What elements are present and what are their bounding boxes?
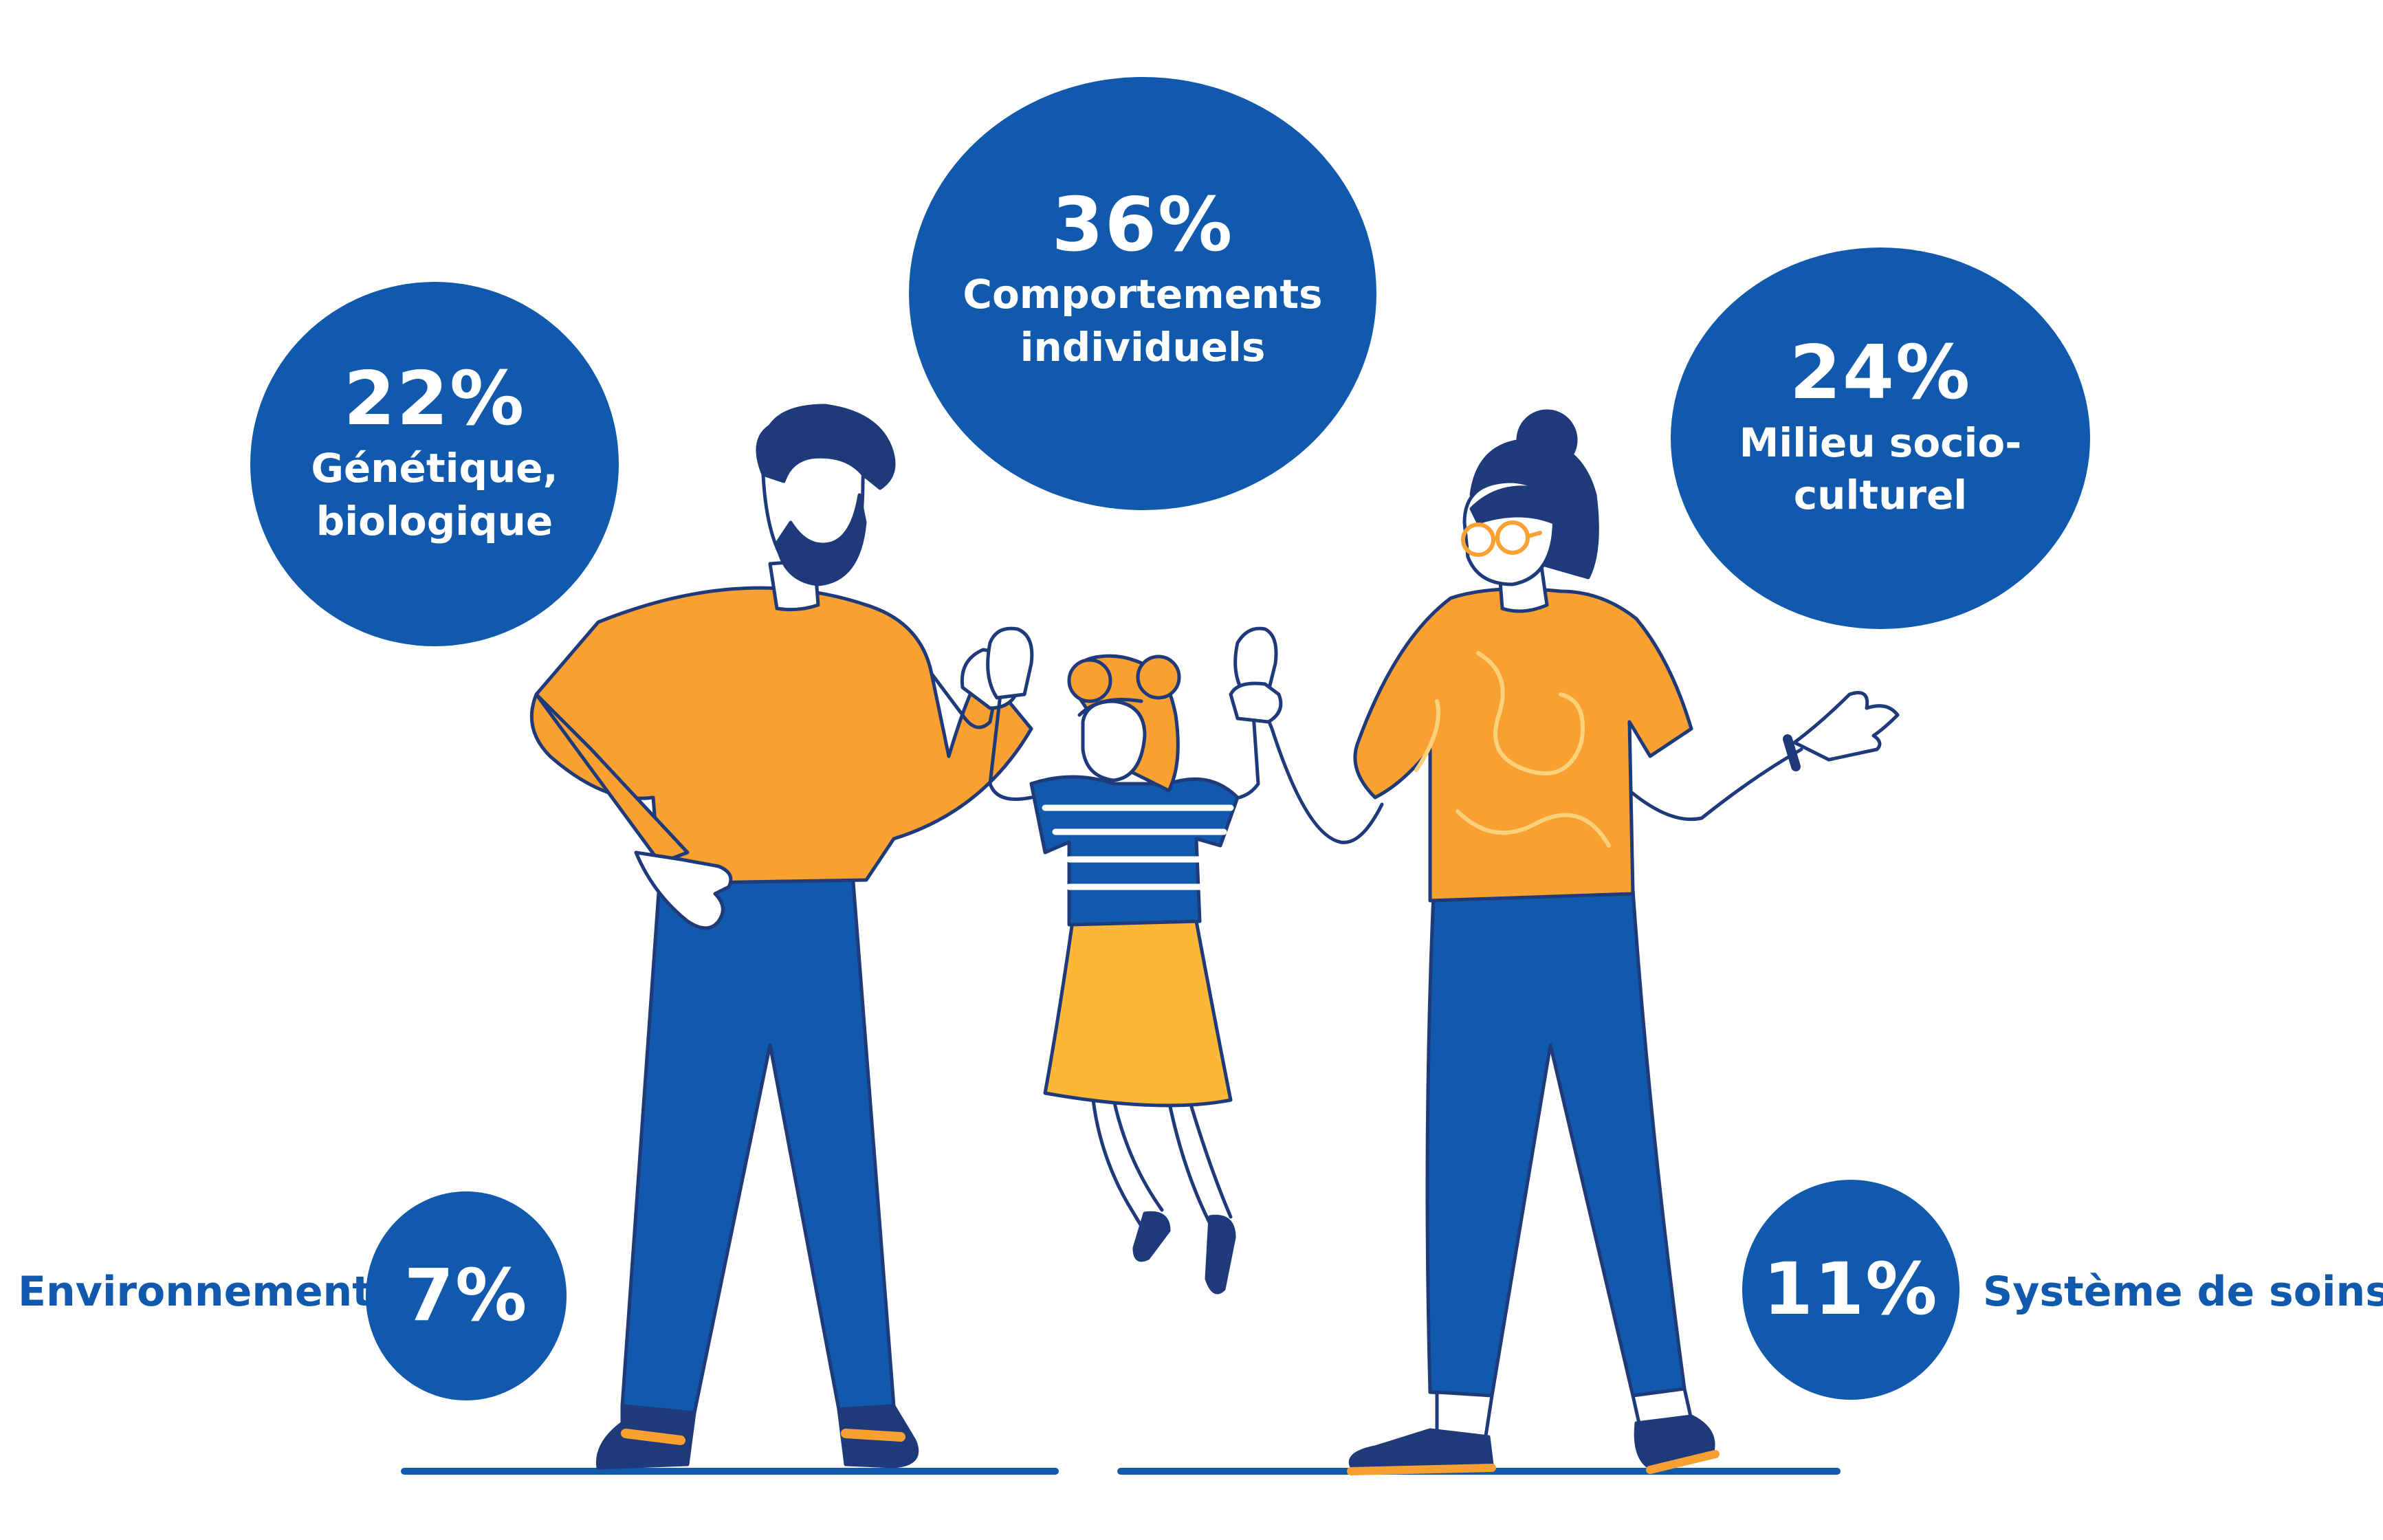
daughter-fist-right	[1233, 626, 1278, 696]
father-hair	[756, 404, 896, 490]
mother-hand-left	[1229, 681, 1283, 724]
mother-hand-right	[1792, 691, 1900, 762]
label-systeme-de-soins: Système de soins	[1983, 1268, 2383, 1316]
bubble-comportements-individuels: 36% Comportements individuels	[909, 77, 1376, 510]
bubble-milieu-socioculturel: 24% Milieu socio- culturel	[1671, 248, 2090, 629]
mother-figure	[1229, 409, 1900, 1475]
mother-shirt	[1353, 587, 1693, 903]
bubble-environnement: 7%	[366, 1191, 567, 1400]
bubble-label-line1: Comportements	[963, 271, 1323, 318]
bubble-genetique-biologique: 22% Génétique, biologique	[250, 282, 619, 646]
father-figure	[529, 404, 1033, 1470]
mother-arm-right	[1627, 747, 1803, 822]
daughter-shoe-left	[1132, 1211, 1171, 1262]
daughter-arm-left	[988, 692, 1033, 801]
daughter-figure	[986, 626, 1278, 1295]
father-hand-left	[634, 850, 733, 930]
mother-pants	[1425, 888, 1687, 1398]
mother-hair-bun	[1516, 409, 1578, 471]
bubble-label-line2: culturel	[1793, 472, 1968, 519]
daughter-fist-left	[986, 626, 1034, 700]
father-sweater	[529, 586, 1033, 886]
bubble-label-line1: Génétique,	[311, 445, 558, 492]
bubble-percent: 7%	[404, 1253, 529, 1338]
daughter-shirt	[1029, 775, 1240, 927]
daughter-bun-right	[1136, 654, 1181, 700]
father-pants	[620, 871, 896, 1415]
daughter-leg-left	[1091, 1098, 1164, 1240]
bubble-percent: 11%	[1763, 1247, 1939, 1332]
daughter-face	[1081, 699, 1147, 782]
bubble-label-line2: individuels	[1020, 323, 1266, 371]
bubble-systeme-de-soins: 11%	[1742, 1180, 1959, 1400]
daughter-bun-left	[1067, 658, 1112, 703]
mother-arm-left	[1256, 692, 1384, 844]
bubble-percent: 36%	[1051, 182, 1234, 268]
daughter-leg-right	[1167, 1098, 1233, 1226]
father-arm-left	[534, 692, 690, 865]
daughter-skirt	[1043, 919, 1233, 1108]
daughter-shoe-right	[1205, 1214, 1236, 1295]
bubble-label-line1: Milieu socio-	[1739, 419, 2022, 466]
mother-bracelet	[1783, 734, 1801, 771]
label-environnement: Environnement	[18, 1268, 372, 1316]
bubble-percent: 22%	[343, 355, 526, 442]
bubble-label-line2: biologique	[316, 497, 553, 544]
father-arm-right	[930, 672, 999, 729]
father-beard	[775, 493, 867, 586]
bubble-percent: 24%	[1789, 330, 1972, 417]
